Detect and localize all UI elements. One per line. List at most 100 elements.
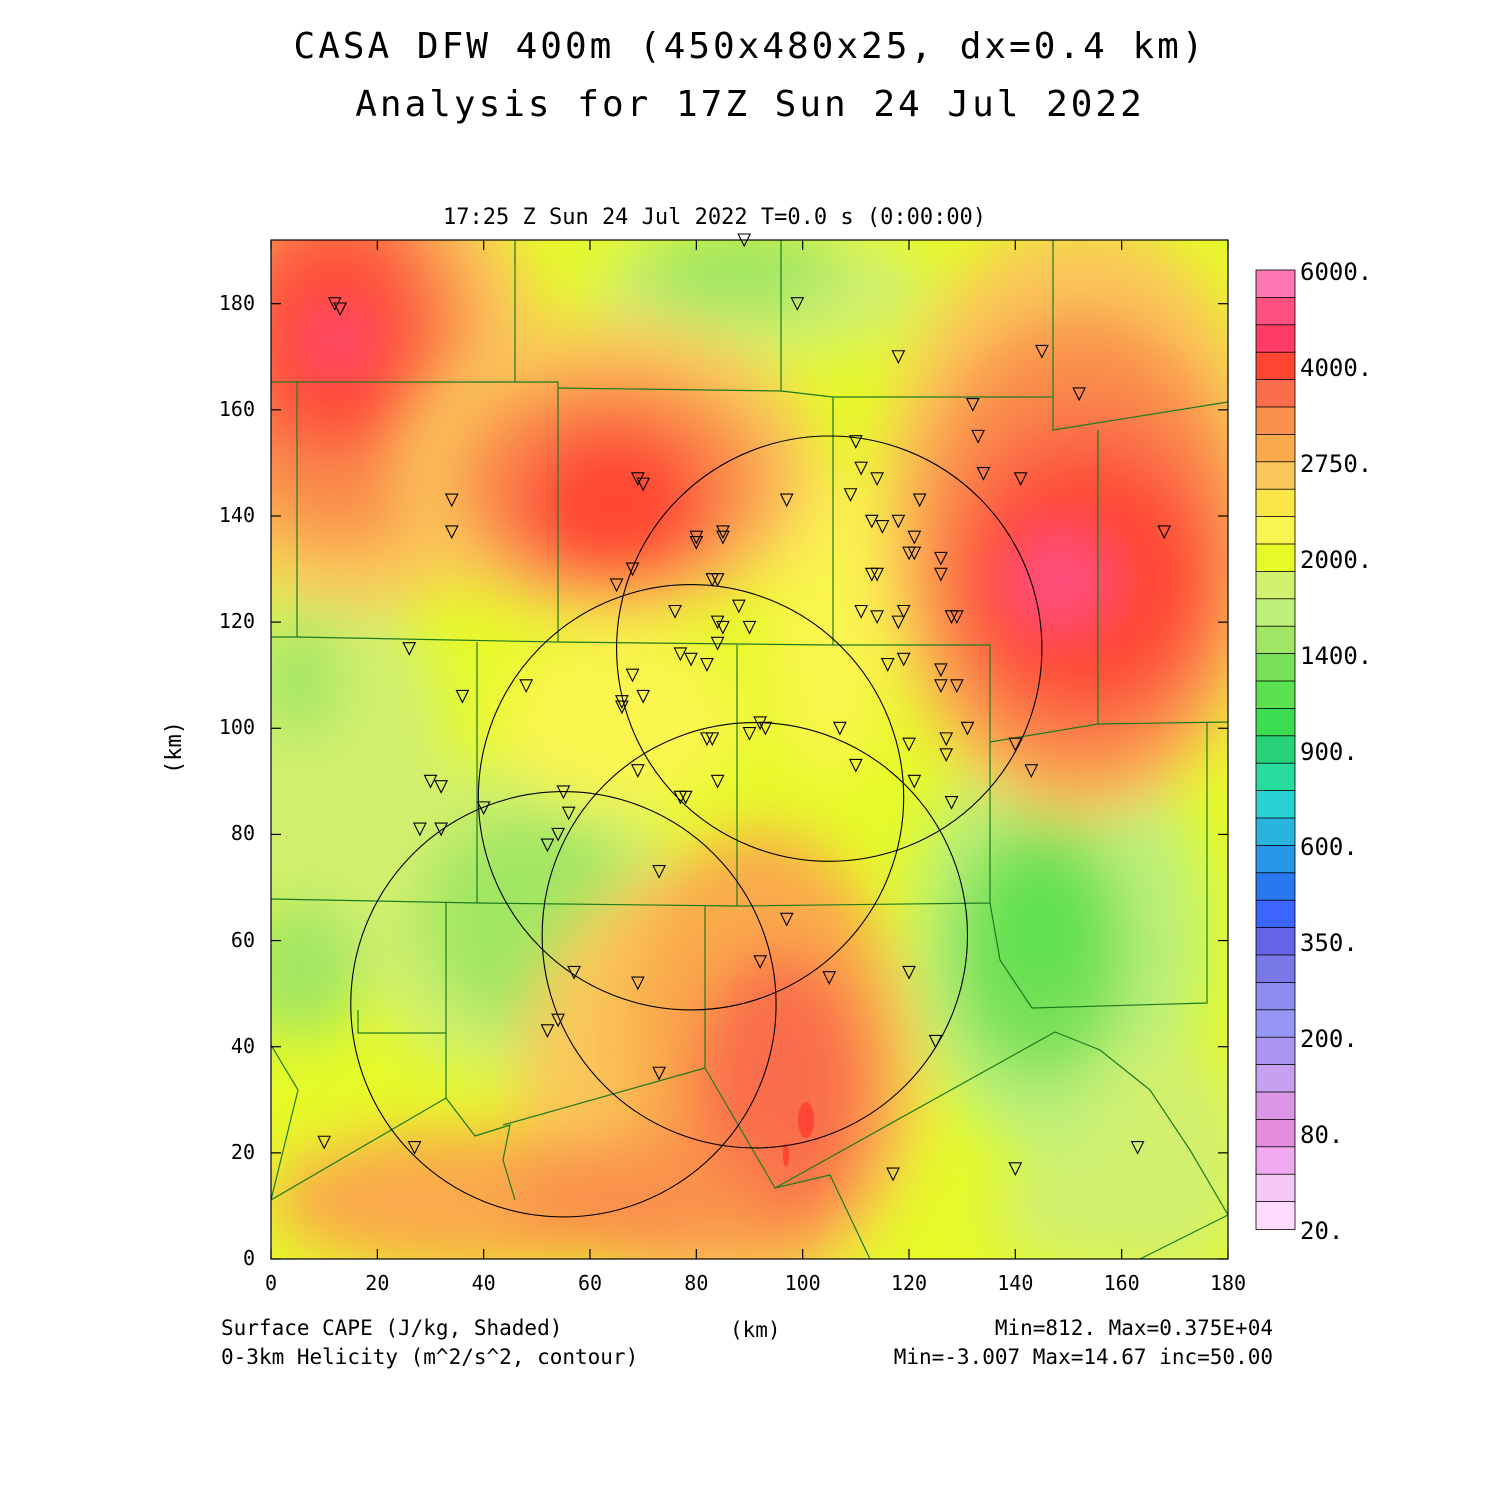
station-marker — [907, 546, 922, 561]
station-marker — [716, 530, 730, 545]
colorbar-swatch — [1255, 1064, 1296, 1093]
colorbar-swatch — [1255, 543, 1296, 573]
x-tick-label: 140 — [997, 1271, 1034, 1295]
station-marker — [848, 758, 863, 773]
plot-frame — [270, 239, 1229, 1260]
station-marker — [896, 652, 911, 667]
station-marker — [907, 774, 922, 789]
x-tick-label: 120 — [890, 1271, 928, 1295]
station-marker — [1130, 1140, 1145, 1155]
station-marker — [615, 695, 629, 709]
station-marker — [1024, 764, 1039, 778]
x-tick-label: 80 — [684, 1271, 709, 1295]
radar-ring-4 — [350, 791, 777, 1218]
station-marker — [870, 567, 884, 582]
station-marker — [848, 435, 863, 449]
station-marker — [423, 774, 438, 789]
footer-contour-range: Min=-3.007 Max=14.67 inc=50.00 — [893, 1345, 1273, 1369]
x-tick-label: 20 — [365, 1271, 390, 1295]
footer-field-label: Surface CAPE (J/kg, Shaded) — [221, 1316, 563, 1340]
colorbar-swatch — [1255, 461, 1296, 491]
colorbar-swatch — [1255, 379, 1296, 408]
colorbar-label: 6000. — [1300, 258, 1373, 286]
station-marker — [444, 493, 459, 508]
station-marker — [615, 700, 629, 715]
station-marker — [673, 647, 688, 662]
station-marker — [407, 1140, 422, 1155]
station-marker — [1008, 1162, 1023, 1177]
colorbar-swatch — [1255, 1173, 1296, 1203]
map-title-line2: Analysis for 17Z Sun 24 Jul 2022 — [355, 84, 1145, 125]
station-marker — [832, 721, 847, 736]
colorbar-label: 2750. — [1300, 449, 1373, 478]
station-marker — [630, 976, 645, 991]
y-tick-label: 120 — [218, 609, 255, 634]
county-borders — [271, 240, 1228, 1259]
radar-ring-2 — [477, 584, 905, 1011]
station-marker — [753, 716, 768, 731]
station-marker — [870, 472, 884, 487]
colorbar-swatch — [1255, 598, 1296, 628]
colorbar-label: 1400. — [1300, 641, 1373, 670]
station-marker — [716, 620, 730, 635]
station-marker — [939, 748, 954, 763]
colorbar-swatch — [1255, 625, 1296, 655]
colorbar-swatch — [1255, 1036, 1296, 1066]
colorbar-swatch — [1255, 571, 1296, 600]
station-marker — [551, 827, 565, 842]
colorbar-swatch — [1255, 899, 1296, 929]
station-marker — [907, 530, 922, 545]
station-marker — [854, 604, 869, 619]
station-marker — [636, 689, 651, 704]
station-marker — [567, 965, 581, 980]
colorbar-swatch — [1255, 762, 1296, 792]
station-marker — [753, 955, 768, 970]
y-tick-label: 80 — [230, 821, 255, 846]
colorbar-swatch — [1255, 351, 1296, 381]
station-marker — [779, 912, 794, 927]
station-marker — [864, 514, 879, 529]
valid-time-label: 17:25 Z Sun 24 Jul 2022 T=0.0 s (0:00:00… — [443, 205, 987, 230]
station-marker — [636, 477, 651, 492]
radar-ring-1 — [616, 435, 1043, 862]
station-marker — [891, 514, 906, 529]
footer-contour-label: 0-3km Helicity (m^2/s^2, contour) — [221, 1345, 639, 1369]
station-marker — [912, 493, 927, 508]
x-tick-label: 100 — [784, 1271, 821, 1295]
station-marker — [689, 535, 704, 550]
colorbar-label: 2000. — [1300, 545, 1373, 574]
station-marker — [1035, 344, 1049, 359]
colorbar-label: 900. — [1300, 737, 1358, 766]
station-marker — [902, 737, 916, 752]
colorbar — [1255, 269, 1296, 1230]
x-tick-label: 0 — [264, 1271, 278, 1295]
colorbar-swatch — [1255, 954, 1296, 984]
station-marker — [822, 971, 837, 985]
station-marker — [1072, 387, 1087, 402]
y-axis-label: (km) — [161, 721, 187, 774]
station-marker — [716, 525, 730, 540]
station-marker — [939, 732, 954, 747]
station-marker — [609, 578, 624, 593]
station-marker — [625, 562, 640, 577]
station-marker — [779, 493, 794, 508]
station-marker — [934, 679, 948, 694]
radar-range-rings — [350, 435, 1043, 1218]
station-marker — [630, 472, 645, 487]
station-marker — [625, 668, 640, 683]
colorbar-swatch — [1255, 817, 1296, 847]
colorbar-swatch — [1255, 324, 1296, 354]
station-marker — [710, 774, 725, 789]
station-marker — [758, 721, 773, 736]
y-tick-label: 40 — [230, 1033, 255, 1058]
y-tick-label: 100 — [218, 715, 255, 740]
x-tick-label: 40 — [471, 1271, 496, 1295]
y-tick-label: 0 — [242, 1246, 255, 1270]
colorbar-swatch — [1255, 488, 1296, 518]
x-tick-label: 60 — [577, 1271, 603, 1295]
colorbar-swatch — [1255, 982, 1296, 1011]
station-marker — [710, 573, 725, 587]
station-marker — [652, 865, 667, 879]
station-marker — [710, 636, 725, 651]
